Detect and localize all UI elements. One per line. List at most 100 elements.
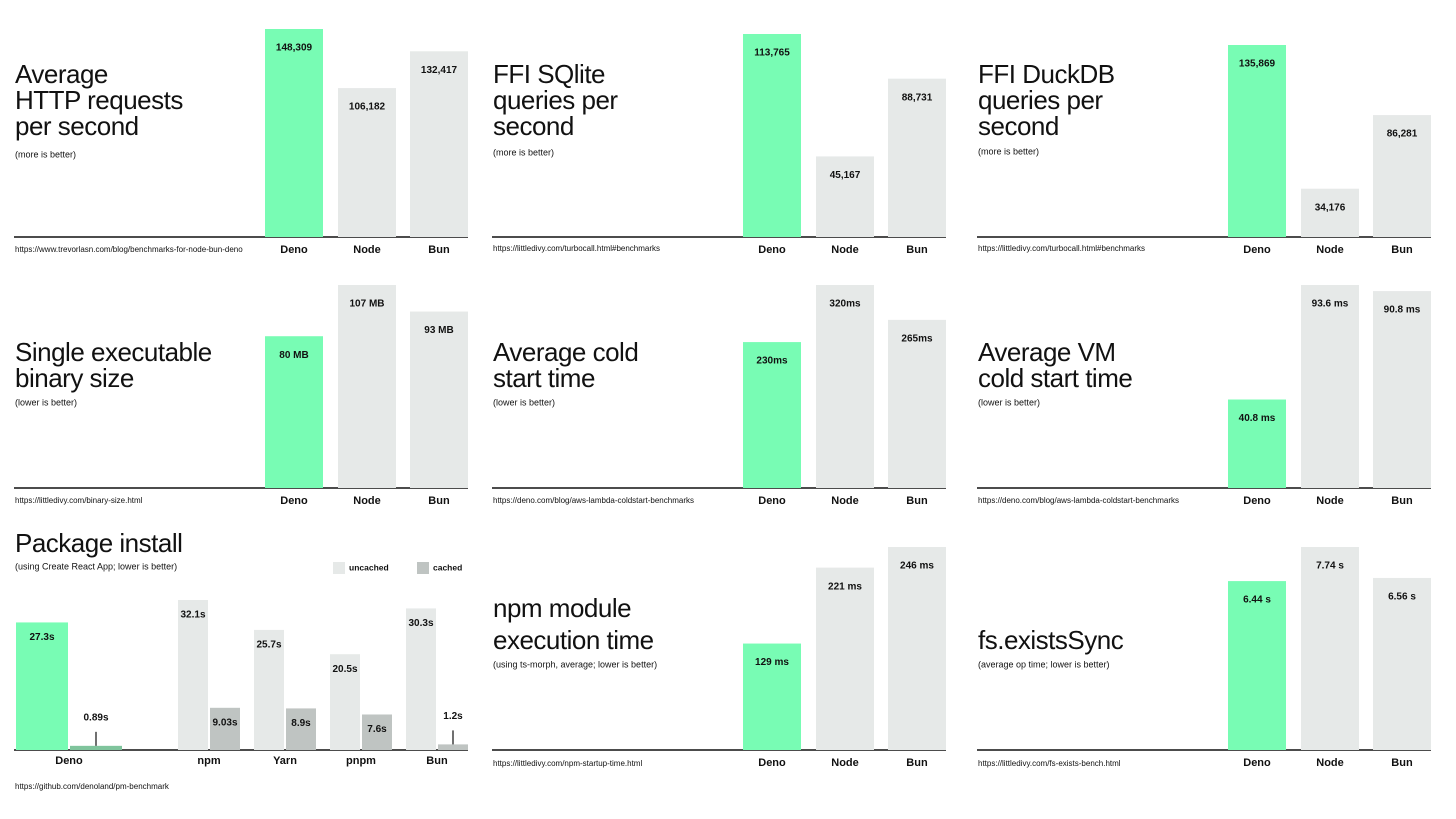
chart-subtitle: (more is better) (15, 149, 76, 159)
value-label: 148,309 (276, 43, 313, 54)
value-label: 93 MB (424, 325, 453, 336)
chart-title: Package install (15, 528, 183, 558)
bar (743, 643, 801, 750)
bar (888, 547, 946, 750)
bar (286, 708, 316, 750)
chart-title: Average HTTP requests per second (15, 59, 183, 141)
category-label: Deno (758, 495, 786, 507)
chart-subtitle: (lower is better) (15, 397, 77, 407)
legend-label: uncached (349, 562, 389, 572)
source-link: https://littledivy.com/fs-exists-bench.h… (978, 759, 1121, 768)
category-label: Node (831, 244, 859, 256)
bar (265, 336, 323, 488)
source-link: https://deno.com/blog/aws-lambda-coldsta… (493, 496, 694, 505)
chart-subtitle: (more is better) (493, 147, 554, 157)
bar (1228, 581, 1286, 750)
chart-subtitle: (more is better) (978, 146, 1039, 156)
value-label: 221 ms (828, 581, 862, 592)
category-label: Node (1316, 757, 1344, 769)
bar (330, 654, 360, 750)
category-label: Node (353, 495, 381, 507)
category-label: Bun (428, 495, 450, 507)
value-label: 30.3s (408, 618, 433, 629)
value-label: 113,765 (754, 48, 790, 59)
category-label: Bun (906, 244, 928, 256)
value-label: 6.44 s (1243, 595, 1271, 606)
value-label: 9.03s (212, 717, 237, 728)
category-label: Node (1316, 495, 1344, 507)
bar (70, 745, 122, 750)
chart-title: Single executable binary size (15, 337, 212, 393)
bar (888, 319, 946, 488)
category-label: Deno (280, 244, 308, 256)
chart-subtitle: (lower is better) (978, 397, 1040, 407)
value-label: 86,281 (1387, 129, 1418, 140)
value-label: 0.89s (83, 712, 108, 723)
value-label: 8.9s (291, 718, 311, 729)
value-label: 320ms (829, 299, 861, 310)
value-label: 40.8 ms (1239, 413, 1276, 424)
bar (743, 342, 801, 488)
legend-swatch (333, 562, 345, 574)
value-label: 106,182 (349, 102, 386, 113)
value-label: 80 MB (279, 350, 308, 361)
bar (178, 600, 208, 750)
value-label: 1.2s (443, 711, 463, 722)
category-label: pnpm (346, 755, 376, 767)
value-label: 246 ms (900, 561, 934, 572)
value-label: 7.6s (367, 724, 387, 735)
category-label: Node (1316, 244, 1344, 256)
bar (816, 156, 874, 237)
bar (1301, 188, 1359, 237)
chart-subtitle: (using ts-morph, average; lower is bette… (493, 659, 657, 669)
bar (265, 29, 323, 237)
bar (438, 744, 468, 750)
bar (1373, 577, 1431, 750)
source-link: https://www.trevorlasn.com/blog/benchmar… (15, 245, 243, 254)
category-label: Node (831, 757, 859, 769)
chart-subtitle: (lower is better) (493, 397, 555, 407)
bar (743, 34, 801, 237)
source-link: https://github.com/denoland/pm-benchmark (15, 782, 170, 791)
category-label: Deno (758, 244, 786, 256)
bar (816, 285, 874, 488)
bar (1228, 399, 1286, 488)
value-label: 32.1s (180, 610, 205, 621)
value-label: 7.74 s (1316, 561, 1344, 572)
value-label: 6.56 s (1388, 592, 1416, 603)
bar (410, 311, 468, 488)
value-label: 132,417 (421, 65, 458, 76)
source-link: https://deno.com/blog/aws-lambda-coldsta… (978, 496, 1179, 505)
chart-subtitle: (using Create React App; lower is better… (15, 561, 177, 571)
source-link: https://littledivy.com/binary-size.html (15, 496, 143, 505)
bar (16, 622, 68, 750)
category-label: Bun (1391, 495, 1413, 507)
value-label: 135,869 (1239, 59, 1276, 70)
value-label: 90.8 ms (1384, 305, 1421, 316)
bar (338, 88, 396, 238)
chart-title: Average VM cold start time (978, 337, 1133, 393)
value-label: 230ms (756, 356, 788, 367)
value-label: 107 MB (349, 299, 384, 310)
bar (410, 51, 468, 237)
bar (1228, 45, 1286, 237)
bar (888, 78, 946, 238)
bar (406, 608, 436, 750)
category-label: Node (353, 244, 381, 256)
legend-label: cached (433, 562, 462, 572)
category-label: Node (831, 495, 859, 507)
chart-title: fs.existsSync (978, 625, 1124, 655)
value-label: 45,167 (830, 170, 861, 181)
chart-title: FFI DuckDB queries per second (978, 59, 1115, 141)
value-label: 88,731 (902, 92, 933, 103)
value-label: 20.5s (332, 664, 357, 675)
bar (1373, 115, 1431, 237)
chart-title: FFI SQlite queries per second (493, 59, 618, 141)
category-label: Yarn (273, 755, 297, 767)
chart-subtitle: (average op time; lower is better) (978, 659, 1110, 669)
bar (1301, 547, 1359, 750)
category-label: npm (197, 755, 220, 767)
bar (210, 707, 240, 750)
